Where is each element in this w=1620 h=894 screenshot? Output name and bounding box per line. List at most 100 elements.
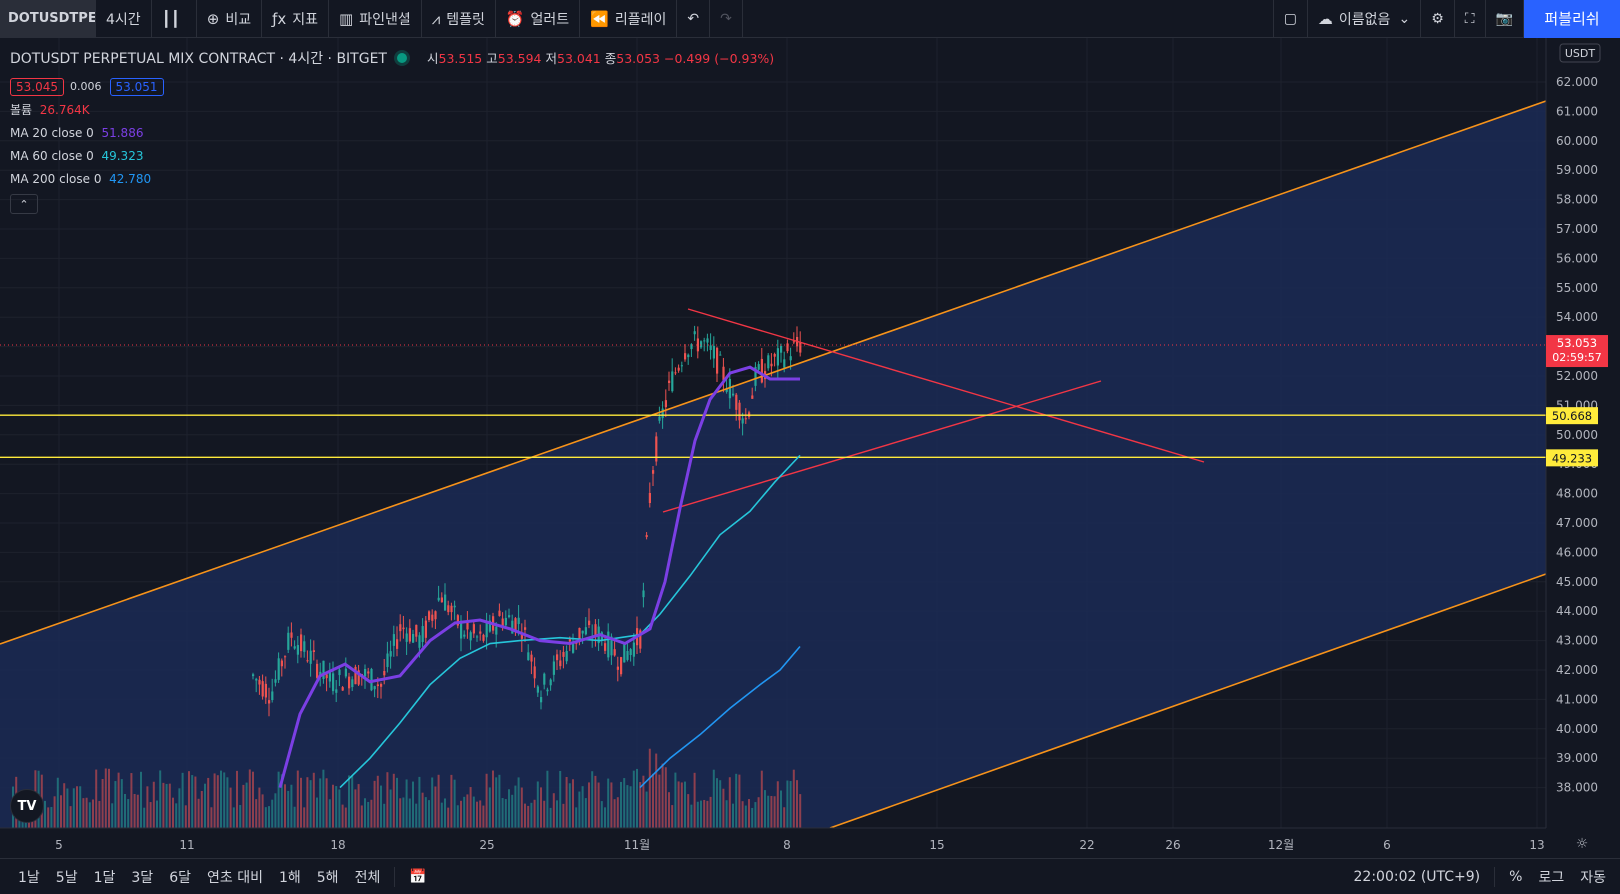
change-value: −0.499 (−0.93%) — [663, 51, 775, 66]
volume-bar — [108, 768, 110, 828]
redo-button[interactable]: ↷ — [710, 0, 743, 38]
candle-body — [722, 366, 725, 381]
range-button-0[interactable]: 1날 — [18, 869, 40, 886]
tradingview-logo[interactable]: TV — [10, 789, 44, 823]
currency-badge[interactable] — [1559, 43, 1601, 63]
range-button-2[interactable]: 1달 — [93, 869, 116, 886]
candle-body — [741, 418, 744, 424]
candle-body — [293, 646, 296, 649]
candle-body — [556, 654, 559, 661]
compare-button[interactable]: ⊕ 비교 — [197, 0, 263, 38]
range-button-5[interactable]: 연초 대비 — [206, 869, 263, 886]
triangle-lower-line[interactable] — [662, 380, 1102, 513]
price-chart[interactable]: 62.000 61.000 60.000 59.000 58.000 57.000 56.0… — [0, 38, 1620, 858]
candle-body — [744, 418, 747, 420]
volume-bar — [239, 805, 242, 828]
candle-body — [460, 622, 463, 639]
candle-body — [786, 343, 789, 352]
range-button-6[interactable]: 1해 — [278, 869, 301, 886]
candle-body — [428, 611, 431, 620]
candle-body — [620, 657, 623, 675]
candle-body — [613, 649, 616, 656]
toolbar-spacer — [743, 0, 1273, 38]
candle-body — [735, 394, 738, 410]
candle-body — [639, 630, 642, 649]
alert-button[interactable]: ⏰ 얼러트 — [496, 0, 581, 38]
candle-body — [316, 663, 319, 678]
settings-button[interactable]: ⚙ — [1421, 0, 1455, 38]
ask-button[interactable]: 53.051 — [109, 77, 164, 96]
range-button-1[interactable]: 5날 — [55, 869, 78, 886]
candle-body — [264, 683, 267, 698]
price-axis[interactable] — [1546, 38, 1620, 828]
layout-name-button[interactable]: ☁ 이름없음 ⌄ — [1308, 0, 1422, 38]
ma20-label[interactable]: MA 20 close 0 — [10, 125, 94, 140]
candle-body — [328, 670, 331, 682]
price-tick-label: 50.000 — [1556, 428, 1598, 442]
range-button-4[interactable]: 6달 — [169, 869, 191, 886]
volume-bar — [306, 777, 309, 828]
percent-button[interactable]: % — [1509, 868, 1523, 885]
layout-button[interactable]: ▢ — [1272, 0, 1308, 38]
symbol-title[interactable]: DOTUSDT PERPETUAL MIX CONTRACT · 4시간 · B… — [10, 50, 387, 67]
interval-button[interactable]: 4시간 — [96, 0, 152, 38]
ohlc-values: 시53.515 고53.594 저53.041 종53.053 −0.499 (… — [427, 48, 774, 67]
candle-body — [671, 371, 674, 392]
volume-bar — [536, 781, 539, 828]
candle-body — [607, 631, 610, 658]
volume-bar — [322, 769, 325, 828]
volume-bar — [380, 785, 382, 828]
ma200-label[interactable]: MA 200 close 0 — [10, 171, 102, 186]
candle-body — [645, 535, 648, 538]
bottom-separator-2 — [1494, 866, 1496, 887]
volume-bar — [277, 771, 280, 828]
goto-date-button[interactable]: 📅 — [401, 869, 434, 885]
candle-body — [396, 639, 399, 649]
fullscreen-button[interactable]: ⛶ — [1455, 0, 1486, 38]
snapshot-button[interactable]: 📷 — [1486, 0, 1524, 38]
templates-button[interactable]: ⩘ 템플릿 — [422, 0, 496, 38]
log-button[interactable]: 로그 — [1538, 869, 1565, 886]
ma60-label[interactable]: MA 60 close 0 — [10, 148, 94, 163]
legend-collapse-button[interactable]: ⌃ — [10, 194, 38, 214]
candle-body — [770, 363, 773, 367]
undo-button[interactable]: ↶ — [677, 0, 711, 38]
volume-bar — [332, 784, 334, 828]
range-button-7[interactable]: 5해 — [316, 869, 339, 886]
volume-bar — [136, 794, 139, 828]
auto-button[interactable]: 자동 — [1580, 869, 1606, 886]
replay-button[interactable]: ⏪ 리플레이 — [580, 0, 678, 38]
volume-bar — [300, 777, 302, 828]
time-axis[interactable] — [0, 828, 1620, 858]
triangle-upper-line[interactable] — [687, 308, 1205, 463]
volume-bar — [428, 800, 430, 828]
publish-button[interactable]: 퍼블리쉬 — [1524, 0, 1620, 38]
volume-bar — [751, 807, 754, 828]
candle-body — [405, 633, 408, 642]
volume-bar — [738, 774, 741, 828]
candle-body — [792, 341, 795, 343]
candle-body — [418, 635, 421, 648]
price-tick-label: 48.000 — [1556, 487, 1598, 501]
indicators-button[interactable]: ƒx 지표 — [262, 0, 330, 38]
candle-body — [530, 654, 533, 662]
range-button-8[interactable]: 전체 — [354, 869, 381, 886]
time-axis-settings-icon[interactable]: ☼ — [1576, 836, 1589, 852]
bid-button[interactable]: 53.045 — [10, 77, 64, 96]
candle-body — [456, 615, 459, 626]
volume-bar — [120, 779, 123, 828]
pine-button[interactable]: ▥ 파인낸셜 — [329, 0, 422, 38]
volume-bar — [303, 807, 306, 828]
channel-upper-line[interactable] — [0, 100, 1547, 645]
clock-button[interactable]: 22:00:02 (UTC+9) — [1353, 868, 1481, 885]
volume-bar — [565, 777, 568, 828]
candle-body — [472, 624, 475, 634]
volume-bar — [472, 796, 475, 828]
chart-type-button[interactable]: ┃┃ — [152, 0, 197, 38]
volume-bar — [668, 792, 670, 828]
channel-lower-line[interactable] — [829, 573, 1547, 829]
volume-bar — [616, 797, 619, 828]
range-button-3[interactable]: 3달 — [131, 869, 154, 886]
volume-bar — [79, 786, 82, 828]
